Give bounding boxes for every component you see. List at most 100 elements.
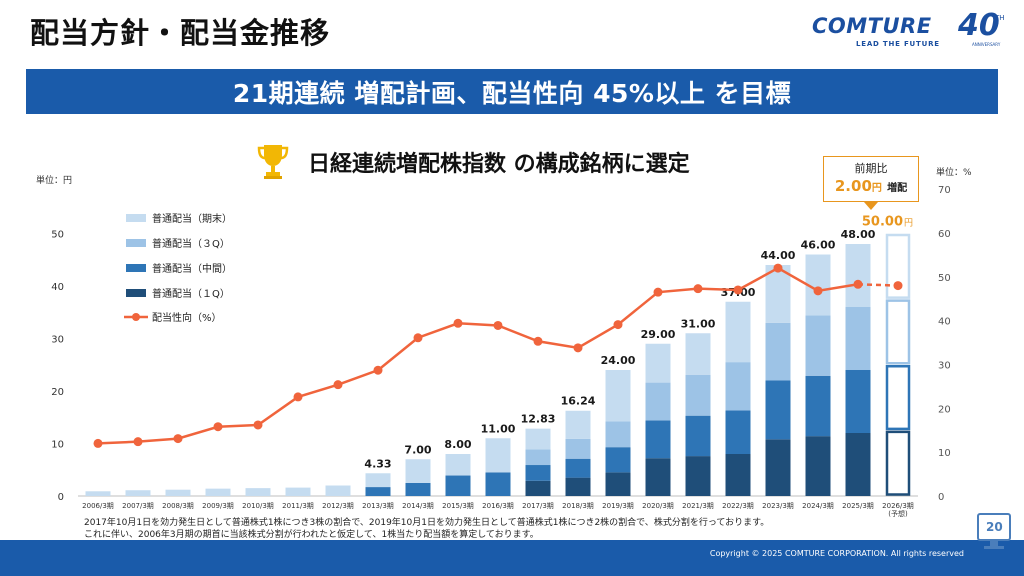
bar-segment: [805, 436, 831, 496]
footer-bar: [0, 540, 1024, 576]
right-axis-tick: 20: [938, 404, 951, 415]
payout-ratio-point: [613, 320, 623, 330]
legend-label: 普通配当（３Q）: [152, 237, 230, 250]
bar-total-label: 16.24: [561, 395, 596, 408]
payout-ratio-point: [533, 336, 543, 346]
bar-segment: [485, 438, 511, 473]
legend-label: 普通配当（１Q）: [152, 287, 230, 300]
left-axis-tick: 20: [51, 387, 64, 398]
left-axis-tick: 0: [58, 492, 64, 503]
legend-swatch: [126, 239, 146, 247]
payout-ratio-point: [373, 365, 383, 375]
bar-segment: [605, 370, 631, 422]
bar-segment: [645, 382, 671, 421]
bar-segment: [845, 370, 871, 433]
bar-segment: [565, 477, 591, 496]
payout-ratio-point: [333, 380, 343, 390]
bar-segment: [405, 459, 431, 483]
callout-value-line: 2.00円 増配: [824, 177, 918, 195]
forecast-bar-segment: [885, 430, 911, 496]
bar-segment: [765, 380, 791, 440]
x-axis-tick: 2026/3期: [882, 502, 914, 510]
bar-segment: [845, 433, 871, 496]
legend-label: 普通配当（中間）: [152, 262, 232, 275]
legend-label: 配当性向（%）: [152, 311, 222, 324]
bar-segment: [605, 421, 631, 448]
bar-segment: [725, 410, 751, 454]
bar-segment: [685, 415, 711, 457]
headline-banner: 21期連続 増配計画、配当性向 45%以上 を目標: [26, 69, 998, 114]
x-axis-tick: 2024/3期: [802, 502, 834, 510]
bar-segment: [525, 480, 551, 496]
legend-label: 普通配当（期末）: [152, 212, 232, 225]
legend-line-marker: [132, 313, 140, 321]
bar-total-label: 48.00: [841, 228, 876, 241]
bar-segment: [685, 456, 711, 496]
bar-segment: [85, 491, 111, 496]
x-axis-tick: 2025/3期: [842, 502, 874, 510]
forecast-bar-segment: [885, 365, 911, 431]
callout-unit: 円: [871, 183, 882, 194]
callout-suffix: 増配: [887, 183, 908, 194]
bar-total-label: 44.00: [761, 249, 796, 262]
bar-segment: [805, 375, 831, 437]
x-axis-tick: 2017/3期: [522, 502, 554, 510]
x-axis-tick: 2006/3期: [82, 502, 114, 510]
logo-anniversary-suffix: TH: [995, 14, 1005, 22]
callout-label: 前期比: [854, 162, 888, 175]
payout-ratio-point: [653, 287, 663, 297]
x-axis-tick: 2016/3期: [482, 502, 514, 510]
bar-total-label: 24.00: [601, 354, 636, 367]
bar-segment: [845, 244, 871, 307]
bar-segment: [645, 458, 671, 496]
x-axis-tick: 2012/3期: [322, 502, 354, 510]
bar-total-label: 11.00: [481, 422, 516, 435]
bar-segment: [525, 449, 551, 466]
bar-total-label: 31.00: [681, 317, 716, 330]
footnote-line-1: 2017年10月1日を効力発生日として普通株式1株につき3株の割合で、2019年…: [84, 518, 770, 528]
bar-segment: [605, 447, 631, 473]
payout-ratio-point: [253, 420, 263, 430]
payout-ratio-point: [693, 284, 703, 294]
right-axis-unit: 単位：%: [936, 166, 972, 178]
bar-total-label: 8.00: [444, 438, 471, 451]
payout-ratio-point: [733, 285, 743, 295]
bar-segment: [365, 473, 391, 488]
callout-pointer: [864, 202, 878, 210]
bar-segment: [325, 485, 351, 496]
company-logo: COMTURE LEAD THE FUTURE 40 TH ANNIVERSAR…: [812, 8, 1012, 50]
bar-segment: [565, 458, 591, 478]
x-axis-tick: 2021/3期: [682, 502, 714, 510]
payout-ratio-line: [97, 266, 859, 445]
x-axis-tick: 2008/3期: [162, 502, 194, 510]
payout-ratio-point: [773, 263, 783, 273]
bar-total-label: 29.00: [641, 328, 676, 341]
bar-segment: [445, 475, 471, 496]
payout-ratio-point: [293, 392, 303, 402]
left-axis-tick: 40: [51, 282, 64, 293]
bar-segment: [645, 343, 671, 383]
logo-wordmark: COMTURE: [812, 14, 932, 38]
payout-ratio-point: [453, 318, 463, 328]
x-axis-tick: 2010/3期: [242, 502, 274, 510]
legend-swatch: [126, 289, 146, 297]
x-axis-tick: 2018/3期: [562, 502, 594, 510]
x-axis-tick: 2022/3期: [722, 502, 754, 510]
payout-ratio-point: [493, 320, 503, 330]
right-axis-tick: 10: [938, 448, 951, 459]
bar-segment: [285, 487, 311, 496]
payout-ratio-forecast-line: [857, 283, 899, 287]
bar-segment: [725, 362, 751, 411]
footnote-line-2: これに伴い、2006年3月期の期首に当該株式分割が行われたと仮定して、1株当たり…: [84, 530, 539, 540]
right-axis-tick: 60: [938, 229, 951, 240]
forecast-total-label: 50.00: [862, 215, 903, 230]
payout-ratio-point: [853, 279, 863, 289]
footnote: 2017年10月1日を効力発生日として普通株式1株につき3株の割合で、2019年…: [84, 517, 769, 541]
bar-segment: [525, 465, 551, 481]
bar-segment: [525, 428, 551, 450]
bar-total-label: 12.83: [521, 413, 556, 426]
bar-segment: [365, 487, 391, 496]
bar-segment: [485, 472, 511, 496]
bar-segment: [685, 374, 711, 416]
left-axis-tick: 30: [51, 335, 64, 346]
